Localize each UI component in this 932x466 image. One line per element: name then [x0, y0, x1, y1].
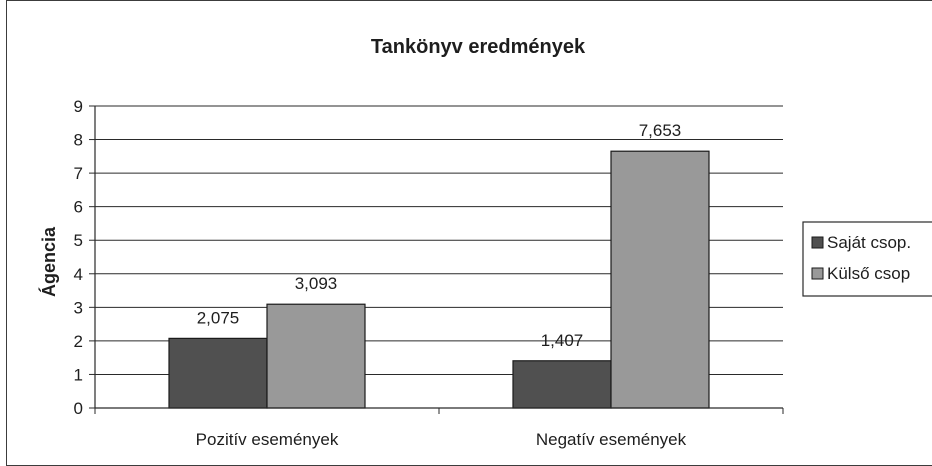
- legend-swatch: [811, 267, 824, 280]
- y-tick-label: 9: [74, 97, 83, 116]
- data-label: 2,075: [197, 308, 240, 327]
- legend-label: Külső csop: [827, 264, 910, 283]
- plot-area: 0 1 2 3 4 5 6 7 8 9 2,075 3,093 Pozitív események 1,4…: [74, 97, 784, 449]
- y-tick-label: 5: [74, 231, 83, 250]
- bar: [266, 303, 366, 409]
- y-tick-label: 8: [74, 131, 83, 150]
- bar: [168, 337, 268, 409]
- bar: [512, 360, 612, 409]
- chart-title: Tankönyv eredmények: [371, 36, 586, 58]
- legend-swatch: [811, 236, 824, 249]
- y-axis-label: Ágencia: [38, 226, 59, 297]
- x-tick-label: Pozitív események: [196, 430, 339, 449]
- data-label: 3,093: [295, 274, 338, 293]
- bar: [610, 150, 710, 409]
- y-tick-label: 1: [74, 365, 83, 384]
- y-tick-label: 3: [74, 298, 83, 317]
- y-tick-label: 7: [74, 164, 83, 183]
- data-label: 7,653: [639, 121, 682, 140]
- legend: Saját csop. Külső csop: [802, 221, 932, 297]
- y-tick-label: 0: [74, 399, 83, 418]
- legend-box: [802, 221, 932, 297]
- y-tick-label: 2: [74, 332, 83, 351]
- x-tick-label: Negatív események: [536, 430, 687, 449]
- data-label: 1,407: [541, 331, 584, 350]
- legend-label: Saját csop.: [827, 233, 911, 252]
- y-tick-label: 4: [74, 265, 83, 284]
- chart-frame: [6, 0, 932, 466]
- y-tick-label: 6: [74, 198, 83, 217]
